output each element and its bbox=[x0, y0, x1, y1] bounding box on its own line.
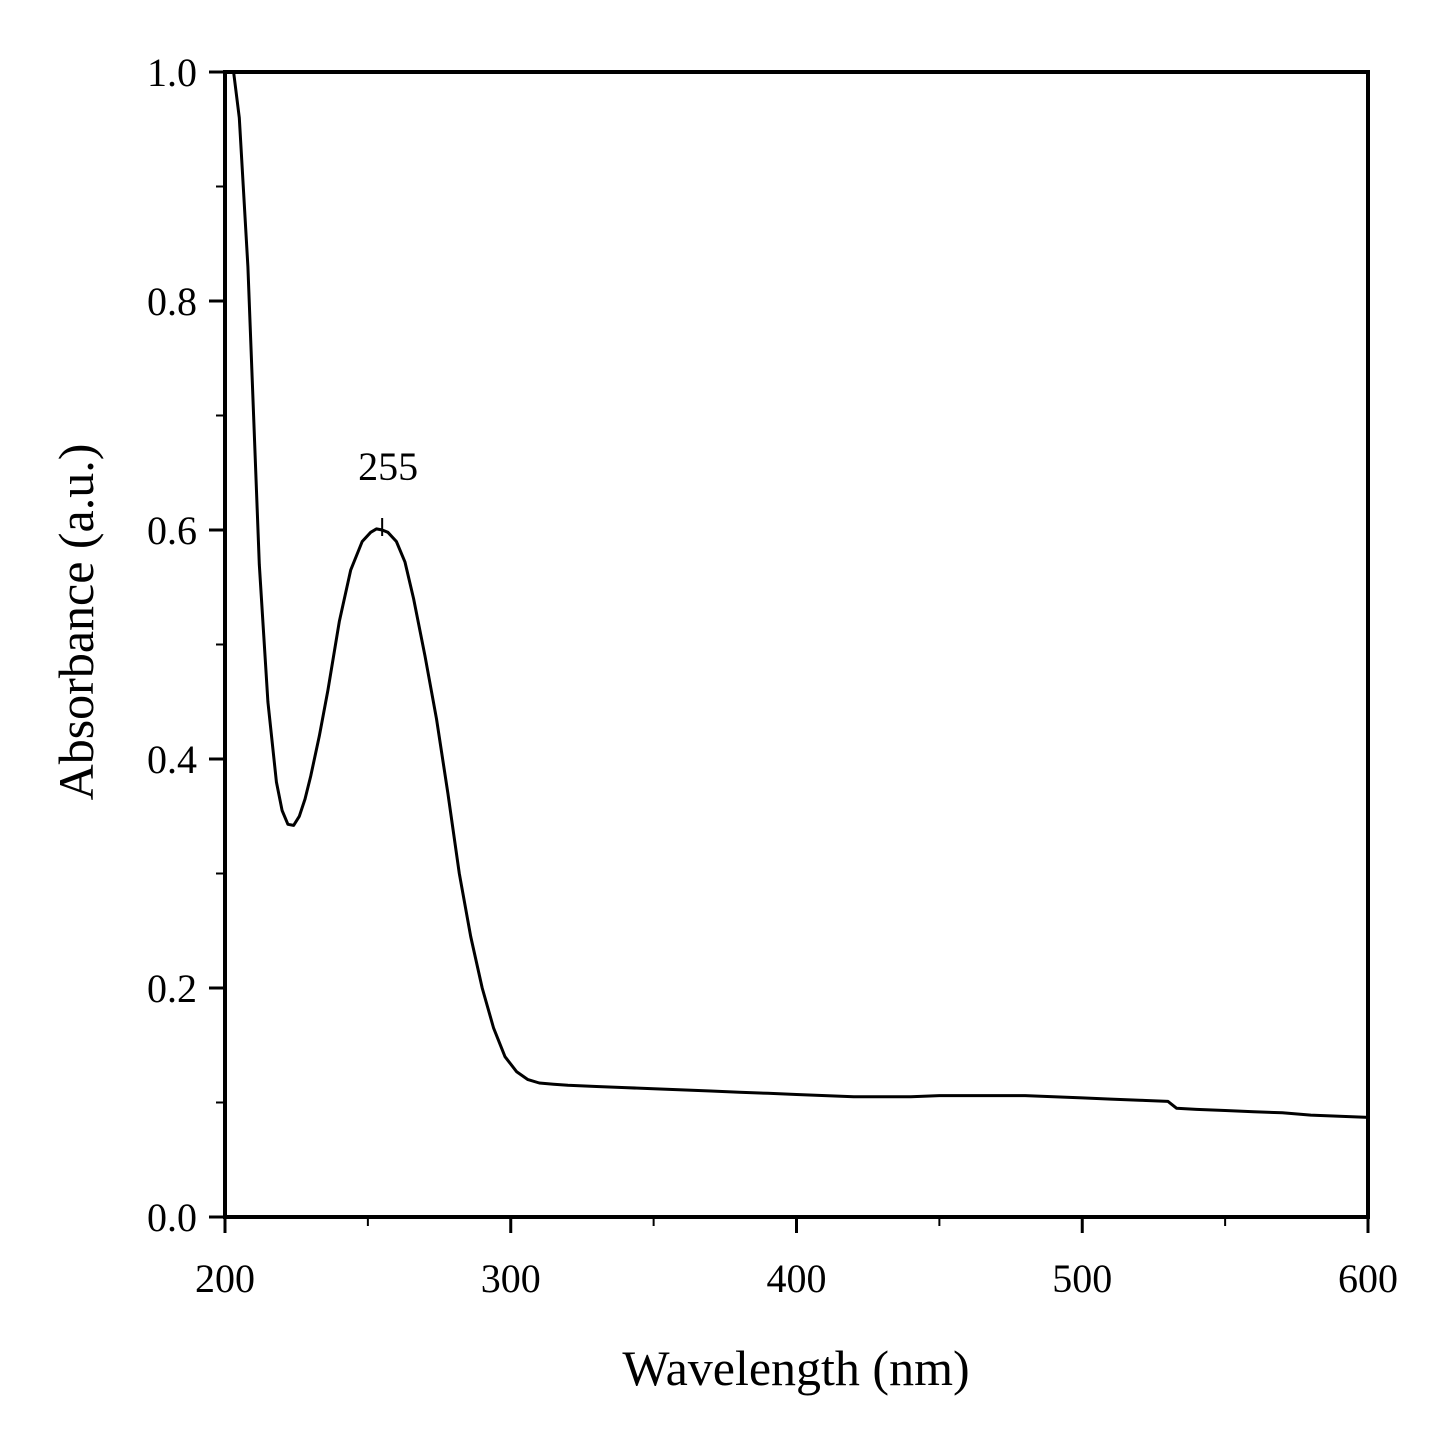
plot-frame bbox=[223, 70, 1370, 1219]
y-tick-label: 0.2 bbox=[147, 966, 197, 1011]
peak-annotations: 255 bbox=[358, 444, 418, 536]
x-tick-label: 400 bbox=[767, 1256, 827, 1301]
y-axis-ticks: 0.0 0.2 0.4 0.6 0.8 1.0 bbox=[147, 50, 225, 1240]
x-tick-label: 500 bbox=[1052, 1256, 1112, 1301]
y-tick-label: 0.0 bbox=[147, 1195, 197, 1240]
peak-label: 255 bbox=[358, 444, 418, 489]
absorbance-series-line bbox=[232, 71, 1369, 1119]
y-tick-label: 0.4 bbox=[147, 737, 197, 782]
x-axis-ticks: 200 300 400 500 600 bbox=[195, 1217, 1398, 1301]
x-axis-title: Wavelength (nm) bbox=[622, 1340, 969, 1396]
x-tick-label: 600 bbox=[1338, 1256, 1398, 1301]
y-tick-label: 0.8 bbox=[147, 279, 197, 324]
y-tick-label: 1.0 bbox=[147, 50, 197, 95]
x-tick-label: 300 bbox=[481, 1256, 541, 1301]
y-axis-title: Absorbance (a.u.) bbox=[48, 444, 104, 801]
x-tick-label: 200 bbox=[195, 1256, 255, 1301]
y-tick-label: 0.6 bbox=[147, 508, 197, 553]
